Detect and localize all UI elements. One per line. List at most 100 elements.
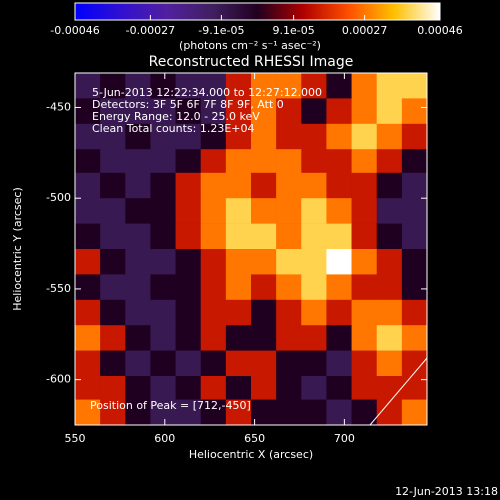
image-cell <box>100 198 126 224</box>
image-cell <box>225 325 252 351</box>
image-cell <box>251 123 277 150</box>
image-cell <box>125 123 151 150</box>
image-cell <box>225 223 252 250</box>
image-cell <box>376 274 403 301</box>
image-cell <box>100 399 126 426</box>
x-tick-label: 600 <box>154 432 175 445</box>
image-cell <box>125 325 151 351</box>
image-cell <box>225 249 252 275</box>
chart-title: Reconstructed RHESSI Image <box>149 54 354 70</box>
plot-frame <box>74 72 428 426</box>
image-cell <box>276 98 302 125</box>
image-cell <box>175 249 202 275</box>
image-cell <box>150 149 176 175</box>
image-cell <box>276 249 302 275</box>
image-cell <box>251 198 277 224</box>
image-cell <box>175 223 202 250</box>
image-cell <box>251 73 277 99</box>
image-cell <box>225 172 252 199</box>
image-cell <box>225 98 252 125</box>
image-cell <box>200 149 227 175</box>
image-cell <box>376 350 403 377</box>
image-cell <box>175 73 202 99</box>
image-cell <box>401 325 428 351</box>
image-cell <box>276 299 302 326</box>
image-cell <box>326 299 352 326</box>
image-cell <box>75 73 101 99</box>
image-cell <box>326 399 352 426</box>
image-cell <box>401 223 428 250</box>
image-cell <box>125 198 151 224</box>
image-cell <box>225 350 252 377</box>
image-cell <box>301 98 327 125</box>
x-axis-label: Heliocentric X (arcsec) <box>189 448 313 461</box>
image-cell <box>276 123 302 150</box>
image-cell <box>326 149 352 175</box>
image-cell <box>150 98 176 125</box>
image-cell <box>251 350 277 377</box>
image-cell <box>175 149 202 175</box>
image-cell <box>150 350 176 377</box>
image-cell <box>401 198 428 224</box>
image-cell <box>376 123 403 150</box>
image-cell <box>225 376 252 402</box>
image-cell <box>150 198 176 224</box>
image-cell <box>75 98 101 125</box>
image-cell <box>376 198 403 224</box>
image-cell <box>225 149 252 175</box>
image-cell <box>150 325 176 351</box>
image-cell <box>276 198 302 224</box>
image-cell <box>251 249 277 275</box>
image-cell <box>125 274 151 301</box>
x-tick-label: 700 <box>334 432 355 445</box>
image-cell <box>125 149 151 175</box>
annotation: Clean Total counts: 1.23E+04 <box>92 122 255 135</box>
image-cell <box>100 325 126 351</box>
image-cell <box>401 172 428 199</box>
image-cell <box>326 325 352 351</box>
image-cell <box>276 73 302 99</box>
image-cell <box>150 73 176 99</box>
image-cell <box>376 149 403 175</box>
y-tick-label: -500 <box>46 191 71 204</box>
image-cell <box>150 399 176 426</box>
image-cell <box>175 98 202 125</box>
image-cell <box>100 73 126 99</box>
image-cell <box>276 376 302 402</box>
image-cell <box>150 223 176 250</box>
image-cell <box>225 198 252 224</box>
image-cell <box>251 172 277 199</box>
image-cell <box>100 172 126 199</box>
image-cell <box>301 325 327 351</box>
colorbar-tick-label: 9.1e-05 <box>272 24 314 37</box>
image-cell <box>100 123 126 150</box>
image-cell <box>100 376 126 402</box>
image-cell <box>326 249 352 275</box>
image-cell <box>376 73 403 99</box>
image-cell <box>175 350 202 377</box>
image-cell <box>200 399 227 426</box>
annotation: 5-Jun-2013 12:22:34.000 to 12:27:12.000 <box>92 86 322 99</box>
image-cell <box>326 223 352 250</box>
annotation: Detectors: 3F 5F 6F 7F 8F 9F, Att 0 <box>92 98 284 111</box>
image-cell <box>225 299 252 326</box>
image-cell <box>75 172 101 199</box>
image-cell <box>376 98 403 125</box>
timestamp: 12-Jun-2013 13:18 <box>395 485 498 498</box>
image-cell <box>100 223 126 250</box>
image-cell <box>276 399 302 426</box>
image-cell <box>125 299 151 326</box>
image-cell <box>125 249 151 275</box>
image-cell <box>150 172 176 199</box>
image-cell <box>351 172 378 199</box>
image-cell <box>301 249 327 275</box>
image-cell <box>301 73 327 99</box>
image-cell <box>200 376 227 402</box>
image-cell <box>225 274 252 301</box>
x-tick-label: 650 <box>244 432 265 445</box>
image-cell <box>276 350 302 377</box>
colorbar-tick-label: -0.00046 <box>50 24 99 37</box>
y-tick-label: -600 <box>46 373 71 386</box>
image-cell <box>200 123 227 150</box>
image-cell <box>376 299 403 326</box>
